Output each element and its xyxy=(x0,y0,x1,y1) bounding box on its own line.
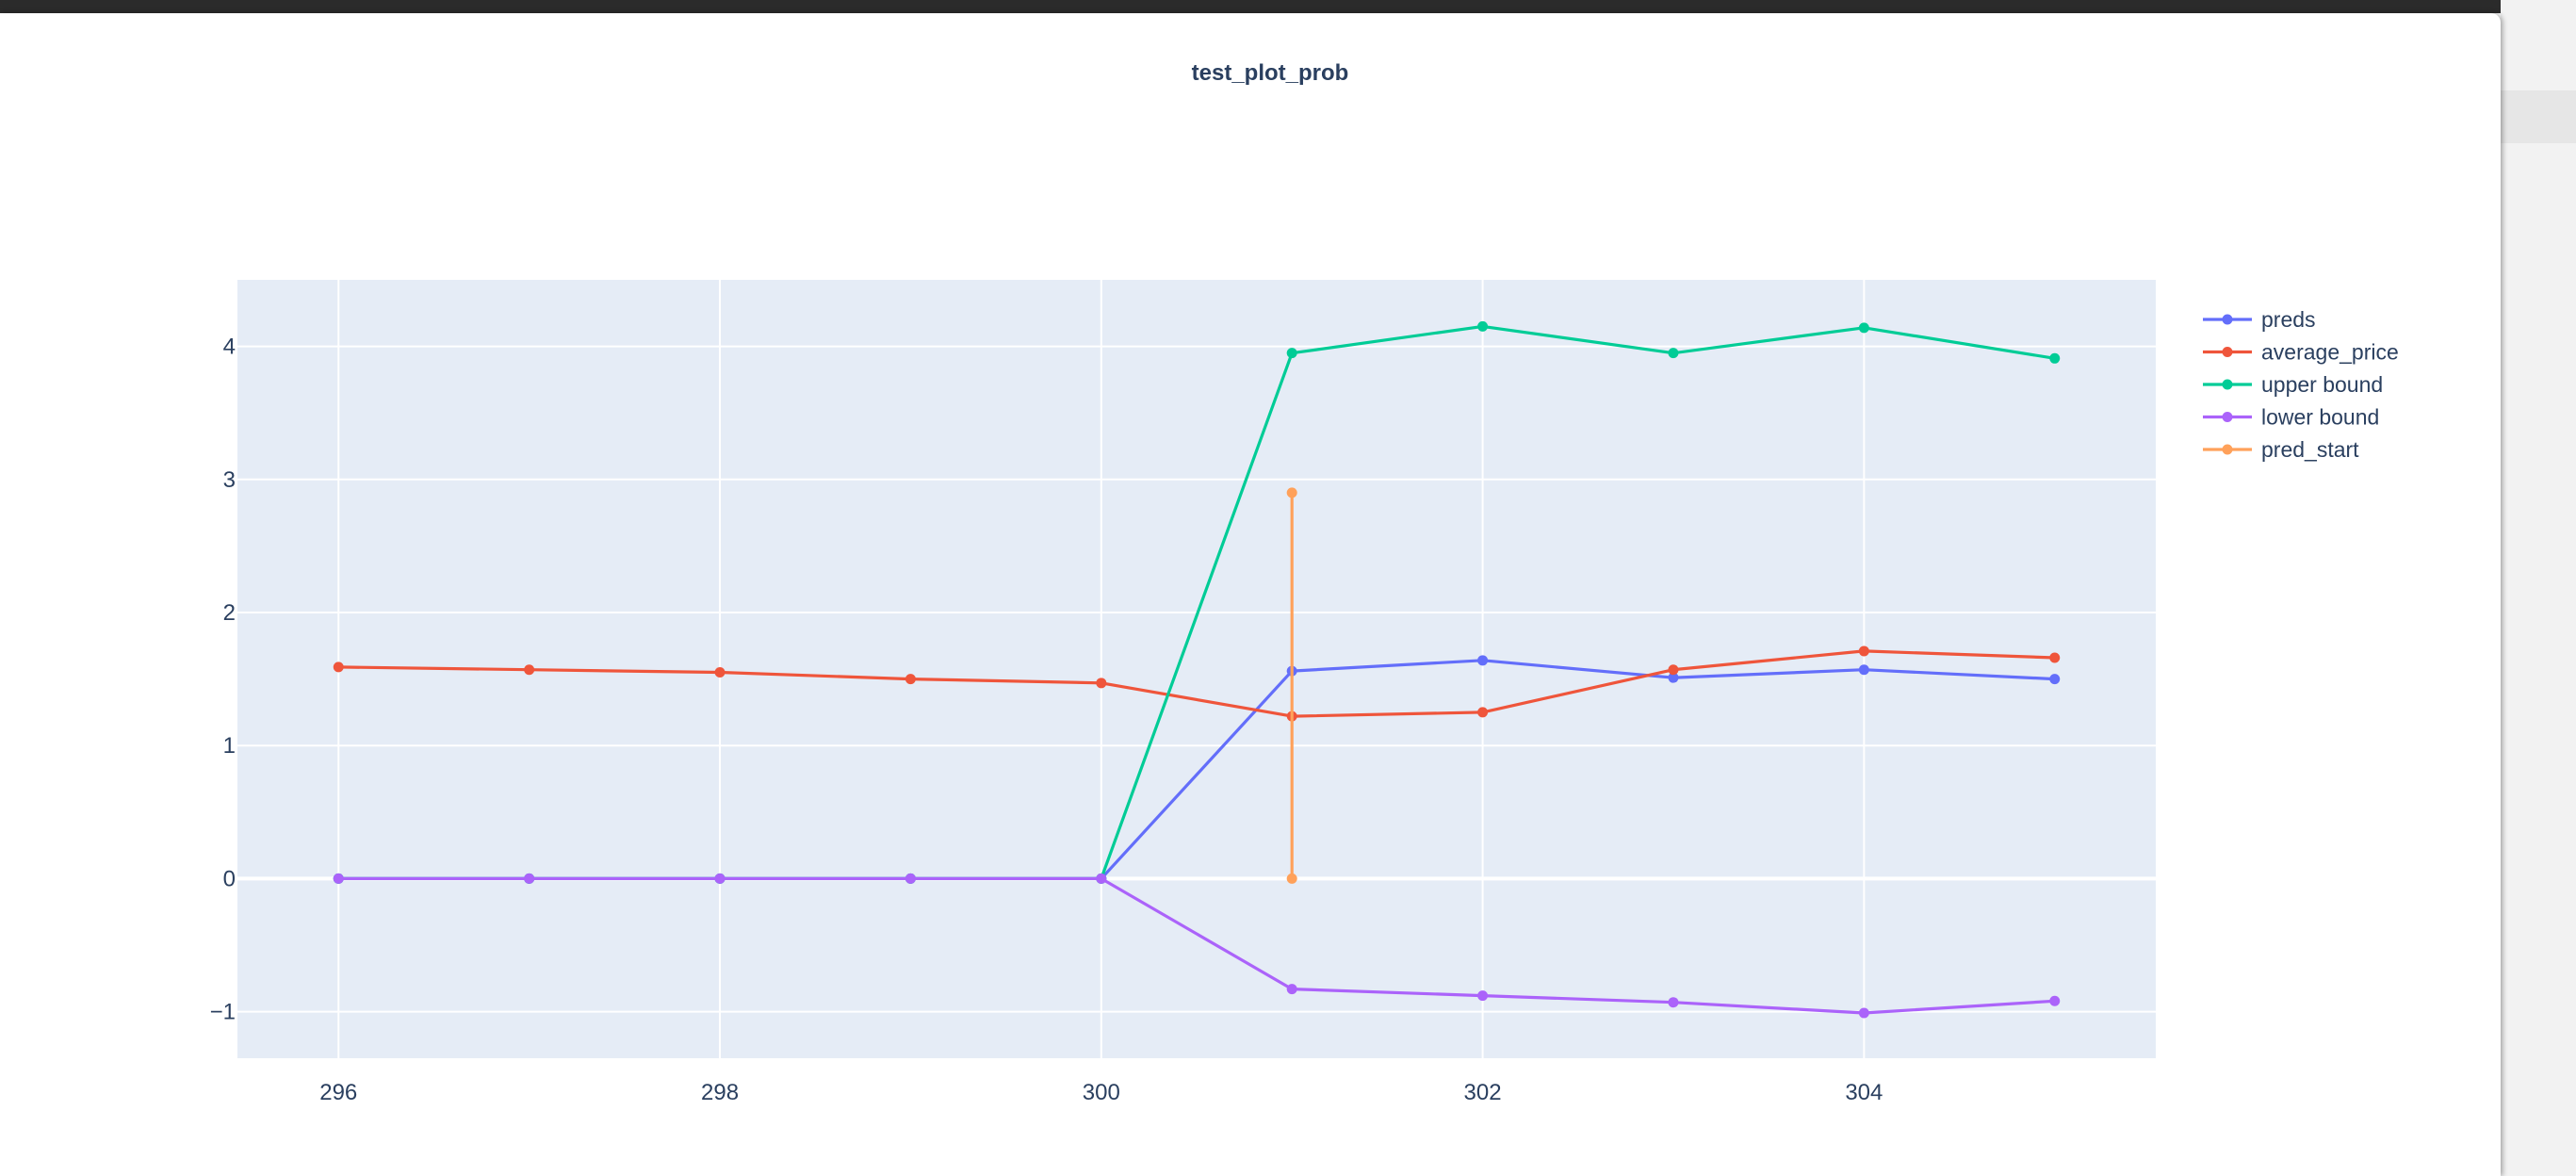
legend-swatch-marker xyxy=(2222,379,2233,390)
data-point-lower-bound xyxy=(1096,873,1107,884)
x-tick-label: 296 xyxy=(319,1080,357,1105)
series-line-average-price xyxy=(338,649,2055,718)
data-point-average-price xyxy=(905,674,916,685)
data-point-average-price xyxy=(2049,652,2061,663)
series-traces xyxy=(333,320,2061,1019)
background-panel-bar xyxy=(2501,90,2576,143)
data-point-preds xyxy=(1858,664,1869,676)
data-point-pred-start xyxy=(1286,873,1297,884)
data-point-upper-bound xyxy=(1477,320,1489,332)
y-tick-label: 2 xyxy=(223,600,236,626)
legend-label: pred_start xyxy=(2261,437,2359,462)
window-top-strip xyxy=(0,0,2576,13)
y-axis-tick-labels: −1 0 1 2 3 4 xyxy=(210,335,236,1025)
data-point-lower-bound xyxy=(524,873,535,884)
series-line-lower-bound xyxy=(338,876,2055,1015)
data-point-upper-bound xyxy=(1668,348,1679,359)
legend-item-pred-start[interactable]: pred_start xyxy=(2203,437,2359,462)
y-tick-label: −1 xyxy=(210,1000,236,1025)
data-point-lower-bound xyxy=(1668,997,1679,1008)
data-point-average-price xyxy=(1096,678,1107,689)
line-chart: test_plot_prob 296 298 300 302 304 −1 0 1 2 3 4 p… xyxy=(210,60,2399,1105)
data-point-lower-bound xyxy=(1858,1007,1869,1019)
legend-label: average_price xyxy=(2261,340,2399,365)
x-tick-label: 298 xyxy=(701,1080,739,1105)
chart-modal: test_plot_prob 296 298 300 302 304 −1 0 1 2 3 4 p… xyxy=(0,13,2501,1176)
data-point-lower-bound xyxy=(333,873,344,884)
legend-item-upper-bound[interactable]: upper bound xyxy=(2203,372,2383,397)
y-tick-label: 1 xyxy=(223,733,236,759)
data-point-upper-bound xyxy=(2049,352,2061,364)
data-point-average-price xyxy=(1668,664,1679,676)
data-point-average-price xyxy=(524,664,535,676)
legend-swatch-marker xyxy=(2222,444,2233,455)
data-point-average-price xyxy=(333,662,344,673)
legend-item-preds[interactable]: preds xyxy=(2203,307,2316,332)
y-tick-label: 3 xyxy=(223,467,236,493)
legend-item-lower-bound[interactable]: lower bound xyxy=(2203,405,2379,430)
data-point-lower-bound xyxy=(1477,990,1489,1002)
data-point-preds xyxy=(2049,674,2061,685)
data-point-upper-bound xyxy=(1286,348,1297,359)
legend-item-average-price[interactable]: average_price xyxy=(2203,340,2399,365)
legend-label: lower bound xyxy=(2261,405,2379,430)
legend-label: upper bound xyxy=(2261,372,2383,397)
legend-swatch-marker xyxy=(2222,412,2233,422)
data-point-lower-bound xyxy=(2049,995,2061,1006)
y-tick-label: 4 xyxy=(223,335,236,360)
data-point-upper-bound xyxy=(1858,322,1869,334)
x-tick-label: 304 xyxy=(1845,1080,1883,1105)
data-point-preds xyxy=(1477,655,1489,666)
data-point-lower-bound xyxy=(1286,984,1297,995)
data-point-lower-bound xyxy=(714,873,726,884)
data-point-pred-start xyxy=(1286,487,1297,498)
x-tick-label: 302 xyxy=(1464,1080,1502,1105)
background-panel-edge xyxy=(2501,0,2576,1176)
y-tick-label: 0 xyxy=(223,866,236,891)
x-tick-label: 300 xyxy=(1083,1080,1120,1105)
data-point-preds xyxy=(1668,672,1679,683)
legend-label: preds xyxy=(2261,307,2316,332)
legend-swatch-marker xyxy=(2222,314,2233,325)
legend-swatch-marker xyxy=(2222,347,2233,357)
data-point-average-price xyxy=(1858,645,1869,657)
data-point-average-price xyxy=(714,667,726,678)
data-point-average-price xyxy=(1477,707,1489,718)
x-axis-tick-labels: 296 298 300 302 304 xyxy=(319,1080,1883,1105)
chart-title: test_plot_prob xyxy=(1192,60,1349,86)
data-point-lower-bound xyxy=(905,873,916,884)
